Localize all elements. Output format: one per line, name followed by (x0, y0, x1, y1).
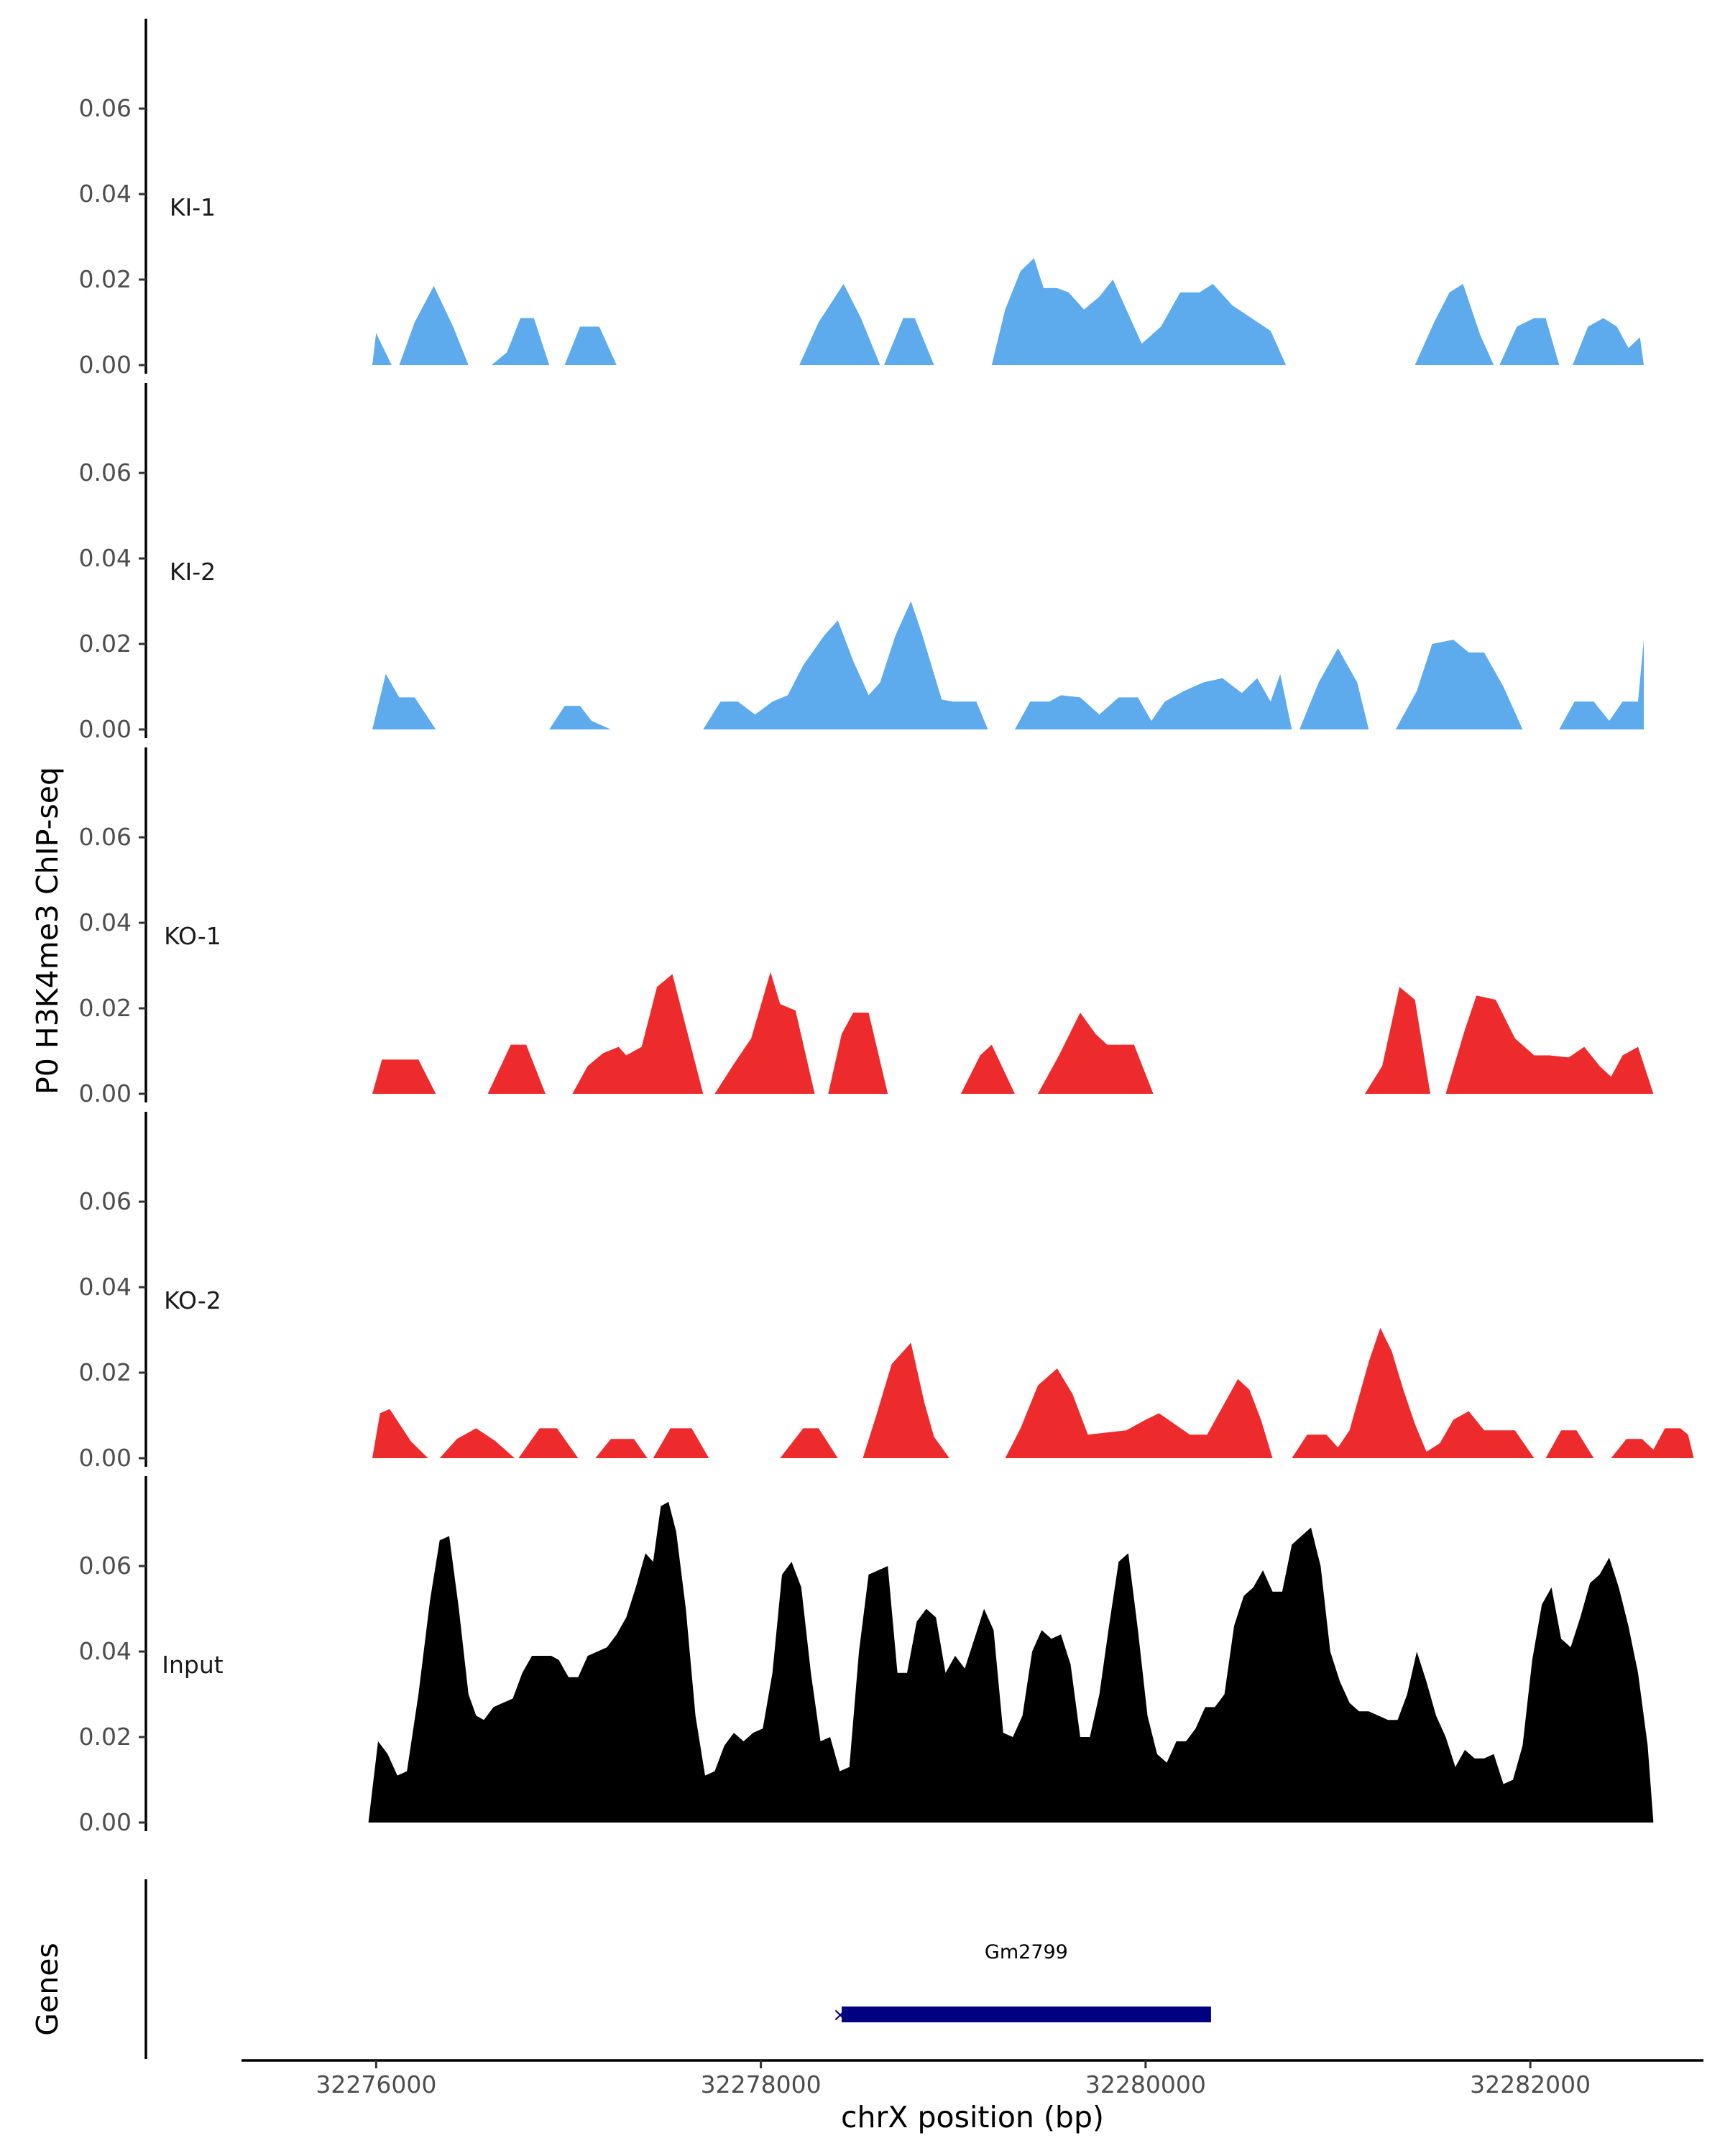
y-tick-label-ko-2-3: 0.06 (79, 1187, 132, 1215)
y-tick-label-ko-2-2: 0.04 (79, 1273, 132, 1301)
y-tick-label-input-0: 0.00 (79, 1808, 132, 1836)
y-tick-label-ki-1-3: 0.06 (79, 94, 132, 122)
y-tick-label-ki-2-0: 0.00 (79, 715, 132, 743)
y-tick-label-ko-1-2: 0.04 (79, 908, 132, 936)
y-tick-label-ko-1-3: 0.06 (79, 823, 132, 851)
tracks-group: 0.00 0.02 0.04 0.06 KI-1 0.00 0.02 0.04 0.06 KI-2… (79, 19, 1694, 1836)
x-tick-label-1: 32278000 (701, 2070, 822, 2099)
track-label-ki-1: KI-1 (170, 193, 216, 221)
track-ko-2: 0.00 0.02 0.04 0.06 KO-2 (79, 1112, 1694, 1472)
signal-area-ki-2 (372, 601, 1644, 729)
track-label-ko-2: KO-2 (164, 1286, 221, 1314)
y-tick-label-input-1: 0.02 (79, 1723, 132, 1751)
x-axis-title: chrX position (bp) (841, 2100, 1104, 2134)
y-axis-title: P0 H3K4me3 ChIP-seq (30, 767, 65, 1095)
x-tick-label-3: 32282000 (1470, 2070, 1591, 2099)
genes-panel: Gm2799 × (144, 1879, 1211, 2059)
y-tick-label-ko-2-1: 0.02 (79, 1358, 132, 1386)
track-input: 0.00 0.02 0.04 0.06 Input (79, 1476, 1654, 1836)
track-ki-2: 0.00 0.02 0.04 0.06 KI-2 (79, 383, 1644, 743)
y-tick-label-ki-1-1: 0.02 (79, 265, 132, 293)
y-tick-label-ko-1-0: 0.00 (79, 1079, 132, 1107)
track-label-ki-2: KI-2 (170, 558, 216, 586)
y-tick-label-input-3: 0.06 (79, 1552, 132, 1580)
x-tick-label-0: 32276000 (316, 2070, 436, 2099)
gene-strand-marker: × (832, 2004, 848, 2026)
gene-label: Gm2799 (985, 1941, 1068, 1963)
y-tick-label-ki-2-1: 0.02 (79, 630, 132, 658)
signal-area-ko-2 (372, 1327, 1694, 1458)
signal-area-ko-1 (372, 972, 1654, 1094)
gene-body (842, 2007, 1211, 2022)
track-label-ko-1: KO-1 (164, 922, 221, 950)
y-tick-label-ki-2-3: 0.06 (79, 459, 132, 487)
track-ko-1: 0.00 0.02 0.04 0.06 KO-1 (79, 747, 1654, 1107)
track-ki-1: 0.00 0.02 0.04 0.06 KI-1 (79, 19, 1644, 379)
track-label-input: Input (162, 1651, 224, 1679)
y-tick-label-ko-1-1: 0.02 (79, 994, 132, 1022)
y-tick-label-input-2: 0.04 (79, 1637, 132, 1665)
genes-axis-title: Genes (30, 1943, 65, 2036)
signal-area-ki-1 (372, 258, 1644, 365)
y-tick-label-ko-2-0: 0.00 (79, 1444, 132, 1472)
x-tick-label-2: 32280000 (1085, 2070, 1206, 2099)
y-tick-label-ki-2-2: 0.04 (79, 544, 132, 572)
y-tick-label-ki-1-0: 0.00 (79, 351, 132, 379)
signal-area-input (368, 1501, 1654, 1823)
x-axis: 32276000 32278000 32280000 32282000 (242, 2059, 1703, 2099)
y-tick-label-ki-1-2: 0.04 (79, 180, 132, 208)
